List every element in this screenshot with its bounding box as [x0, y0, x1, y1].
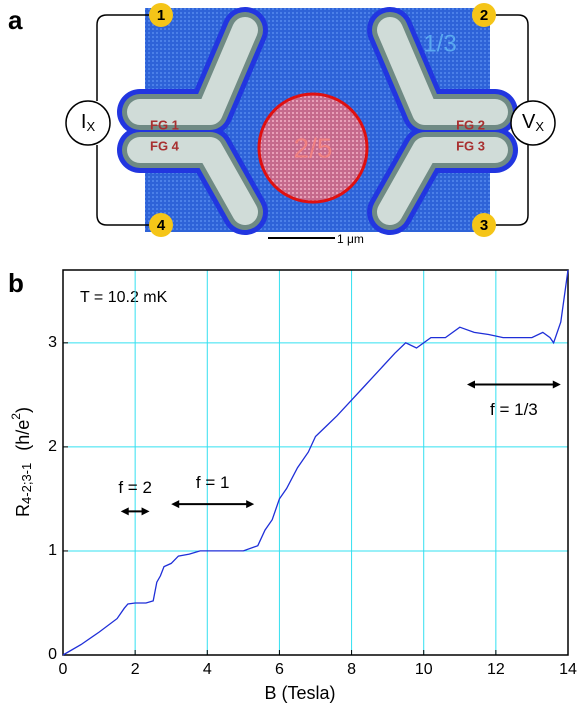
figure: a 1/3 2/5 FG 1 FG 2 FG 3 FG 4 — [0, 0, 582, 713]
unit: ) — [13, 407, 33, 413]
subscript: X — [535, 119, 544, 134]
x-tick-label: 8 — [347, 661, 356, 678]
x-tick-label: 10 — [415, 661, 433, 678]
panel-label: a — [8, 5, 23, 35]
subscript: X — [86, 119, 95, 134]
x-tick-label: 6 — [275, 661, 284, 678]
region-label: 1/3 — [423, 30, 456, 57]
gate-label: FG 3 — [456, 138, 485, 153]
y-tick-label: 3 — [48, 334, 57, 351]
unit: (h/e — [13, 420, 33, 451]
symbol: R — [13, 504, 33, 517]
terminal-label: 3 — [480, 217, 488, 234]
region-label: 2/5 — [294, 132, 333, 163]
subscript: 4-2;3-1 — [19, 463, 34, 504]
plateau-label: f = 1/3 — [490, 400, 538, 419]
y-tick-label: 0 — [48, 646, 57, 663]
annotation: T = 10.2 mK — [80, 289, 168, 306]
plateau-label: f = 2 — [118, 478, 152, 497]
y-tick-label: 1 — [48, 542, 57, 559]
gate-label: FG 2 — [456, 117, 485, 132]
x-tick-label: 0 — [59, 661, 68, 678]
x-tick-label: 4 — [203, 661, 212, 678]
gate-label: FG 1 — [150, 117, 179, 132]
plateau-label: f = 1 — [196, 473, 230, 492]
x-axis-label: B (Tesla) — [264, 683, 335, 703]
data-line — [63, 270, 568, 655]
symbol: V — [522, 111, 536, 133]
x-tick-label: 12 — [487, 661, 505, 678]
y-tick-label: 2 — [48, 438, 57, 455]
terminal-label: 1 — [157, 7, 165, 24]
plot-frame — [63, 270, 568, 655]
x-tick-label: 14 — [559, 661, 577, 678]
terminal-label: 4 — [157, 217, 166, 234]
terminal-label: 2 — [480, 7, 488, 24]
x-tick-label: 2 — [131, 661, 140, 678]
gate-label: FG 4 — [150, 138, 180, 153]
y-axis-label: R4-2;3-1(h/e2) — [9, 407, 34, 517]
panel-label: b — [8, 268, 24, 298]
scale-bar-label: 1 μm — [337, 232, 364, 246]
